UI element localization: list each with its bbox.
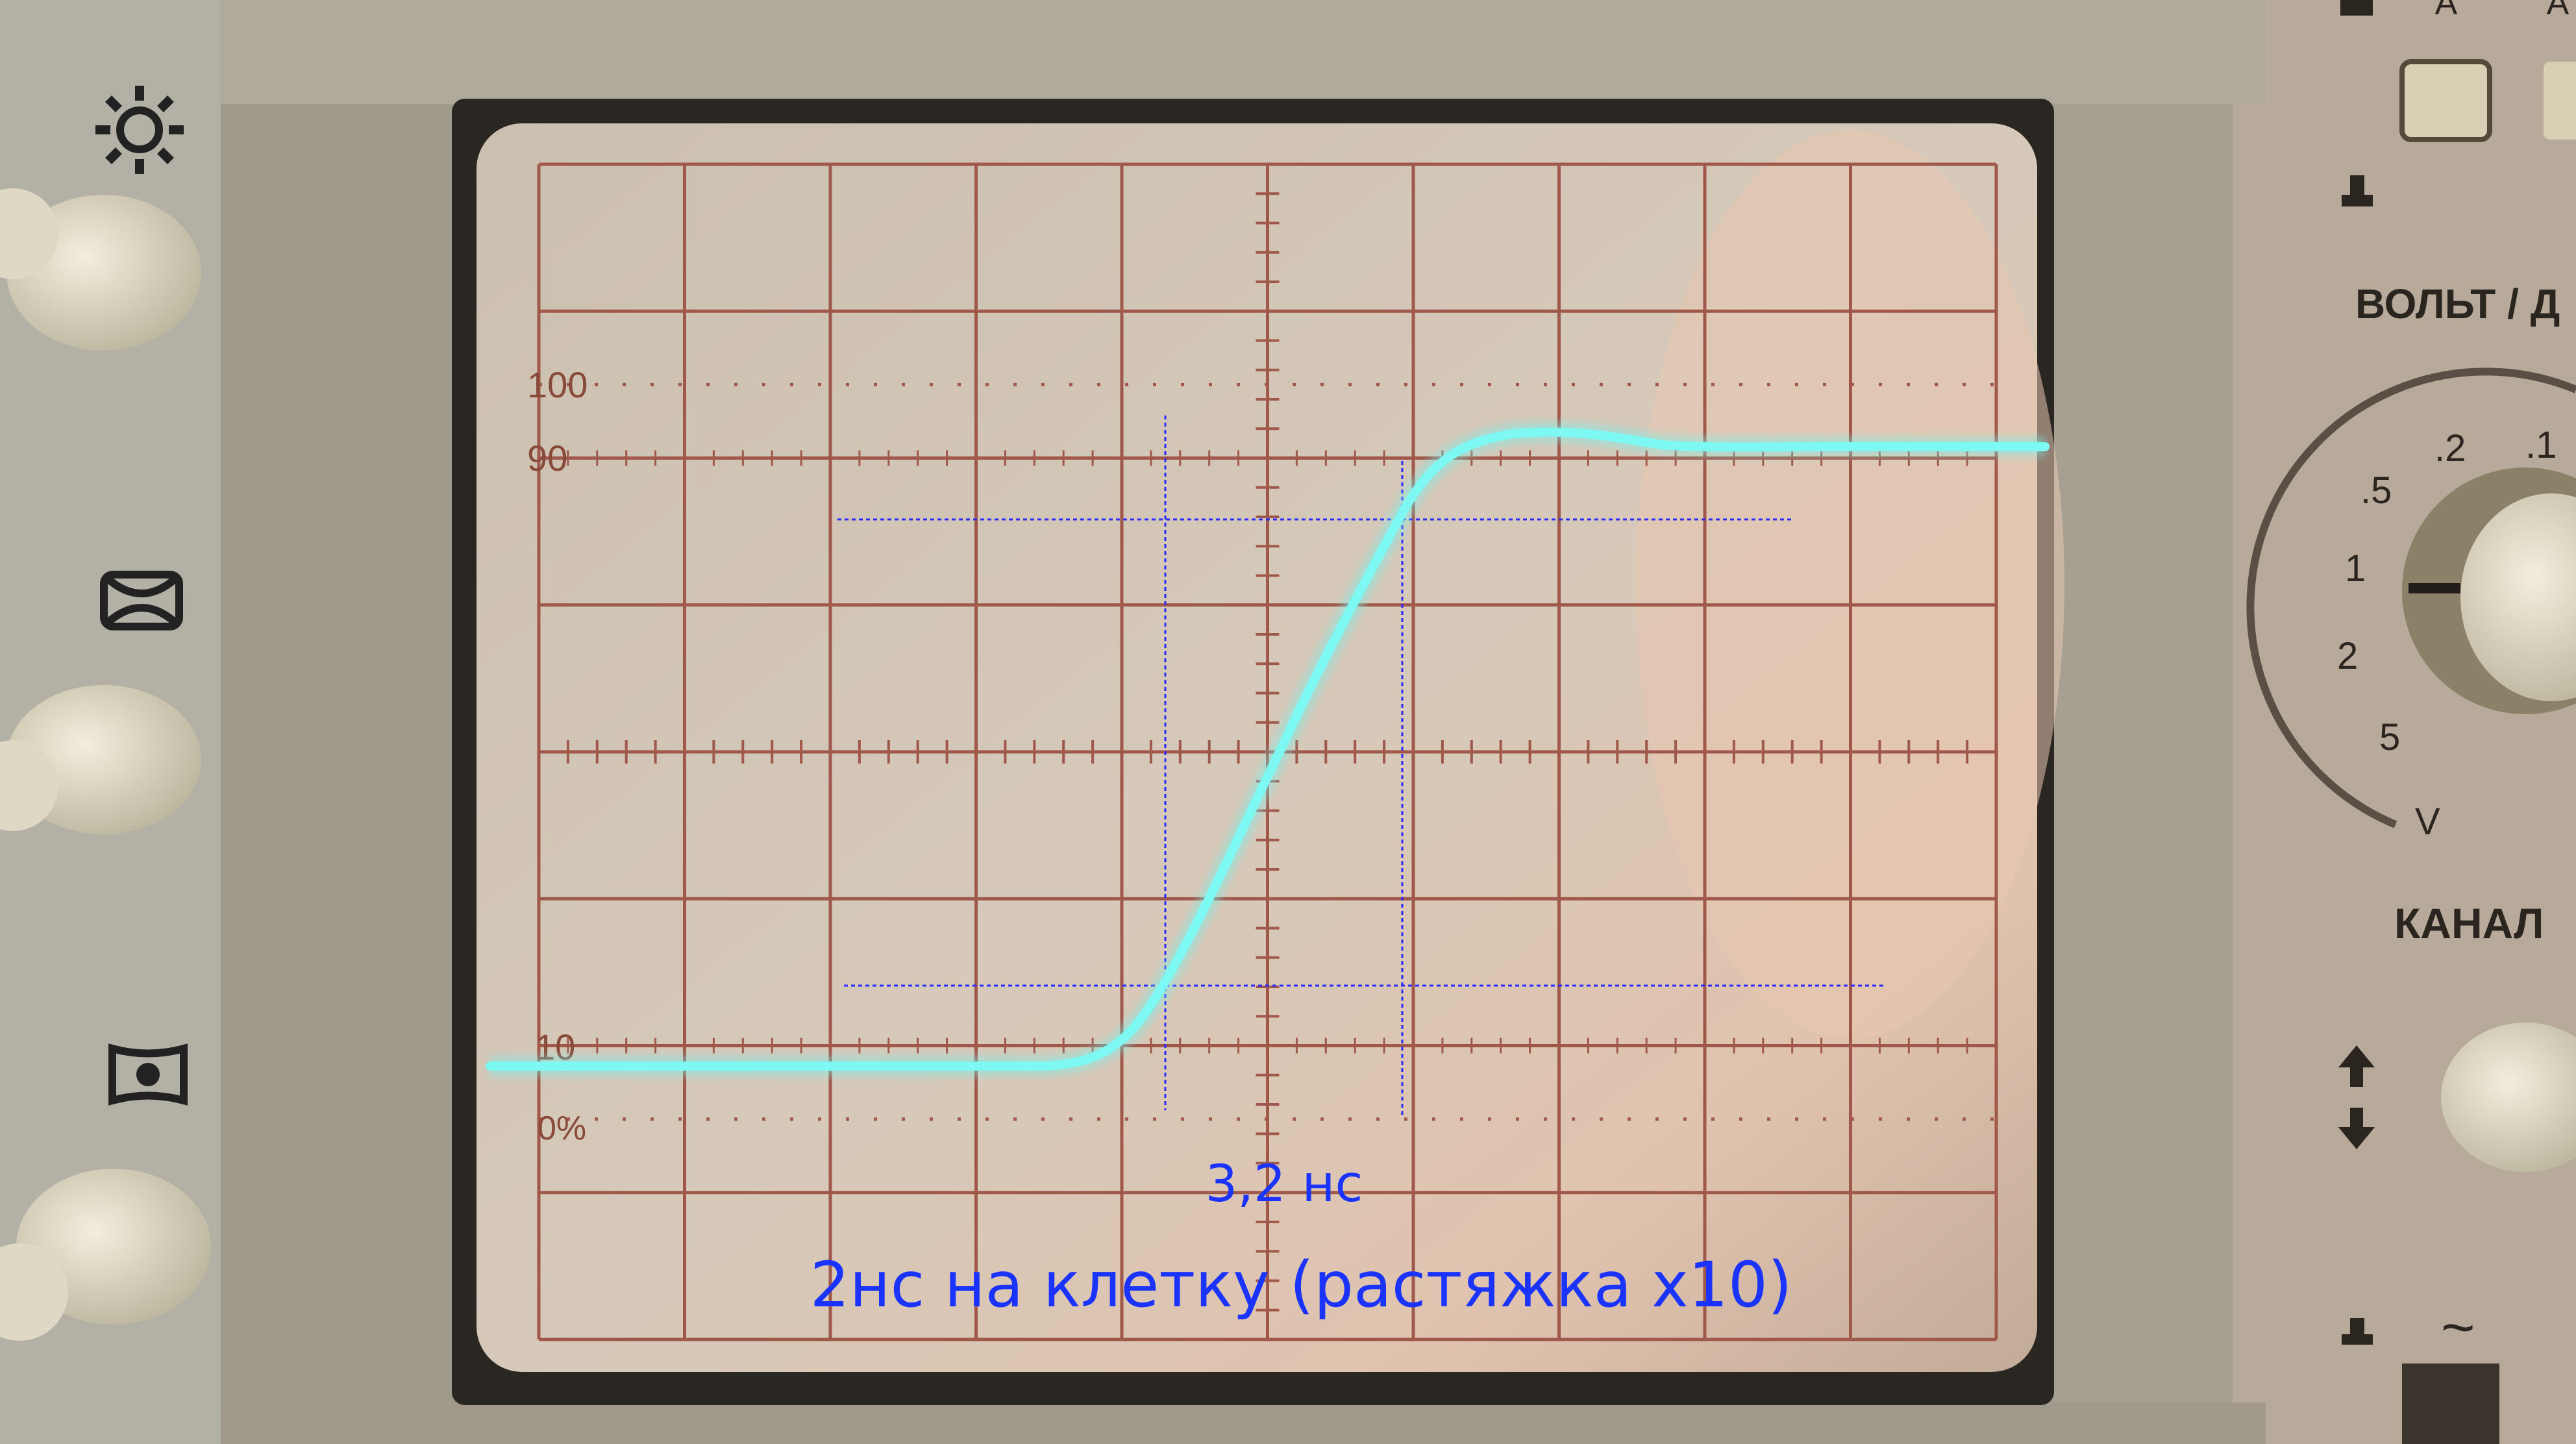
volts-per-div-label: ВОЛЬТ / Д xyxy=(2355,280,2560,327)
graticule xyxy=(537,162,1998,1341)
ground-symbol xyxy=(2342,175,2373,206)
channel-label: КАНАЛ xyxy=(2394,899,2544,947)
waveform-trace xyxy=(486,427,2050,1071)
coupling-switch[interactable] xyxy=(2402,1363,2499,1444)
label-90: 90 xyxy=(527,438,567,479)
focus-icon xyxy=(100,571,183,630)
volts-scale-0.5: .5 xyxy=(2360,469,2392,512)
volts-dial-arc xyxy=(2246,367,2576,828)
coupling-ac-symbol: ~ xyxy=(2441,1295,2475,1360)
volts-scale-2: 2 xyxy=(2337,635,2358,677)
switch-a1[interactable] xyxy=(2399,59,2492,142)
switch-label-a2: А xyxy=(2547,0,2570,22)
knob-brightness[interactable] xyxy=(0,188,201,351)
right-panel xyxy=(2233,0,2576,1444)
switch-label-a1: А xyxy=(2435,0,2458,22)
bezel-top xyxy=(221,0,2266,104)
timebase-annotation: 2нс на клетку (растяжка x10) xyxy=(810,1249,1792,1321)
switch-a2[interactable] xyxy=(2544,62,2576,140)
volts-scale-0.2: .2 xyxy=(2434,427,2466,469)
knob-focus[interactable] xyxy=(0,685,201,834)
volts-scale-5: 5 xyxy=(2379,716,2400,758)
knob-astigmatism[interactable] xyxy=(0,1169,211,1341)
volts-scale-0.1: .1 xyxy=(2525,424,2557,466)
vertical-position-arrows-icon xyxy=(2338,1045,2375,1149)
ground-symbol-top xyxy=(2340,0,2373,16)
bezel-left xyxy=(221,0,454,1444)
bezel-right xyxy=(2045,0,2266,1444)
volts-unit: V xyxy=(2415,801,2440,843)
label-100: 100 xyxy=(527,364,588,405)
rise-time-annotation: 3,2 нс xyxy=(1206,1155,1363,1214)
volts-per-div-knob[interactable] xyxy=(2402,467,2576,714)
volts-scale-1: 1 xyxy=(2345,547,2366,590)
ground-symbol-bottom xyxy=(2342,1318,2373,1345)
label-0-percent: 0% xyxy=(538,1110,586,1147)
bezel-bottom xyxy=(221,1402,2266,1444)
astigmatism-icon xyxy=(108,1043,188,1106)
brightness-icon xyxy=(95,86,184,174)
vertical-position-knob[interactable] xyxy=(2441,1023,2576,1172)
